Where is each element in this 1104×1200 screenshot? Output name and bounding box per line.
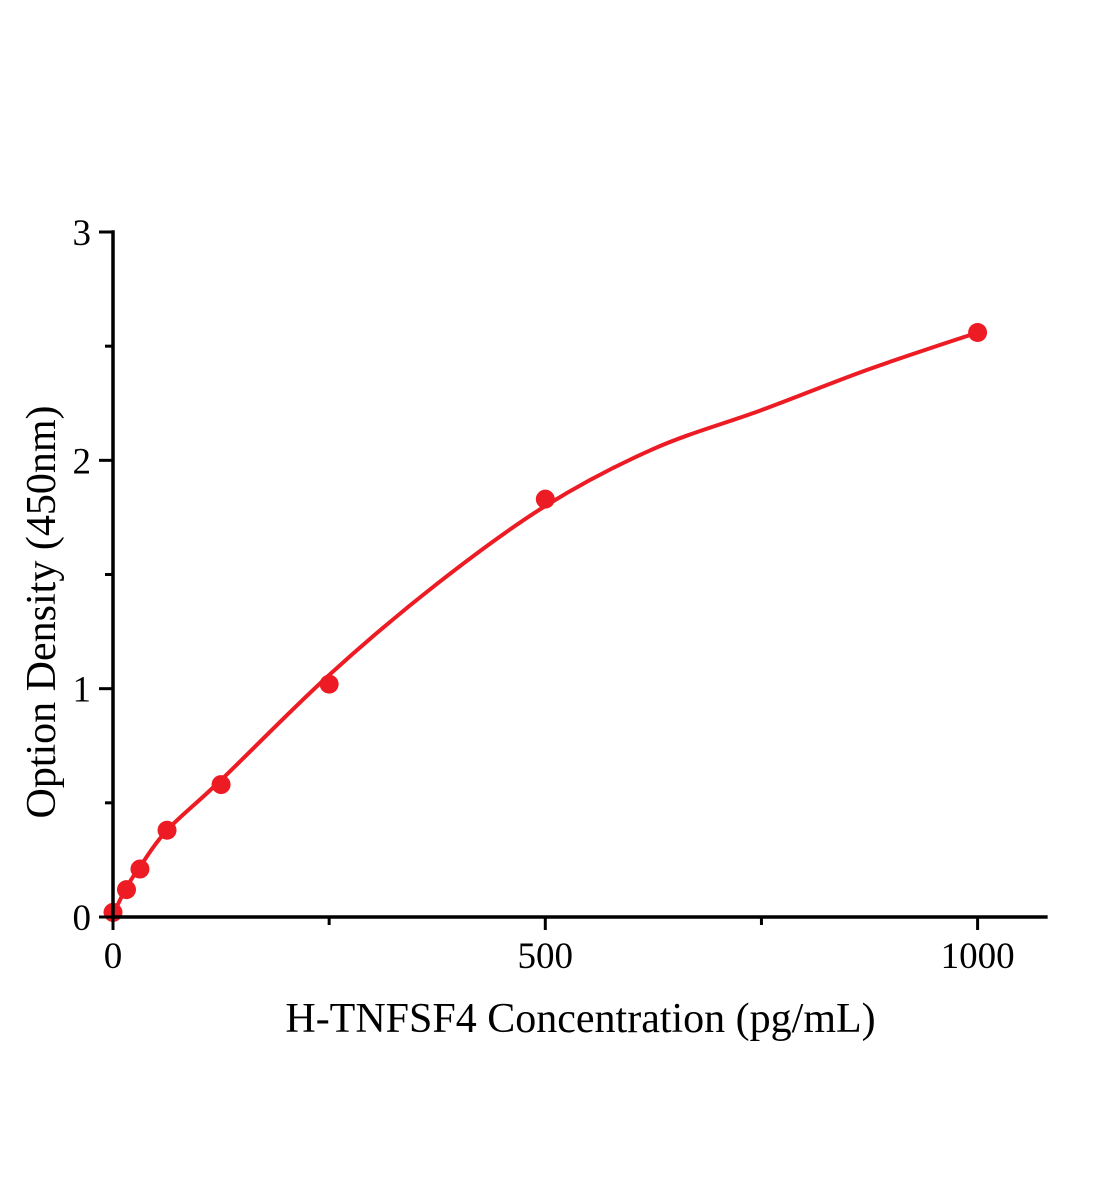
x-axis-title: H-TNFSF4 Concentration (pg/mL) [285,996,876,1042]
data-point [968,322,988,342]
fit-curve [111,330,980,917]
data-point [116,880,136,900]
data-point [535,489,555,509]
x-tick-label: 500 [518,936,574,977]
x-tick-label: 0 [104,936,123,977]
y-axis-title: Option Density (450nm) [19,405,65,819]
y-tick-label: 1 [73,670,92,711]
y-tick-label: 3 [73,213,92,254]
data-point [319,674,339,694]
x-tick-label: 1000 [941,936,1015,977]
data-point [157,820,177,840]
data-point [130,859,150,879]
y-tick-label: 2 [73,441,92,482]
y-tick-label: 0 [73,898,92,939]
data-point [211,775,231,795]
